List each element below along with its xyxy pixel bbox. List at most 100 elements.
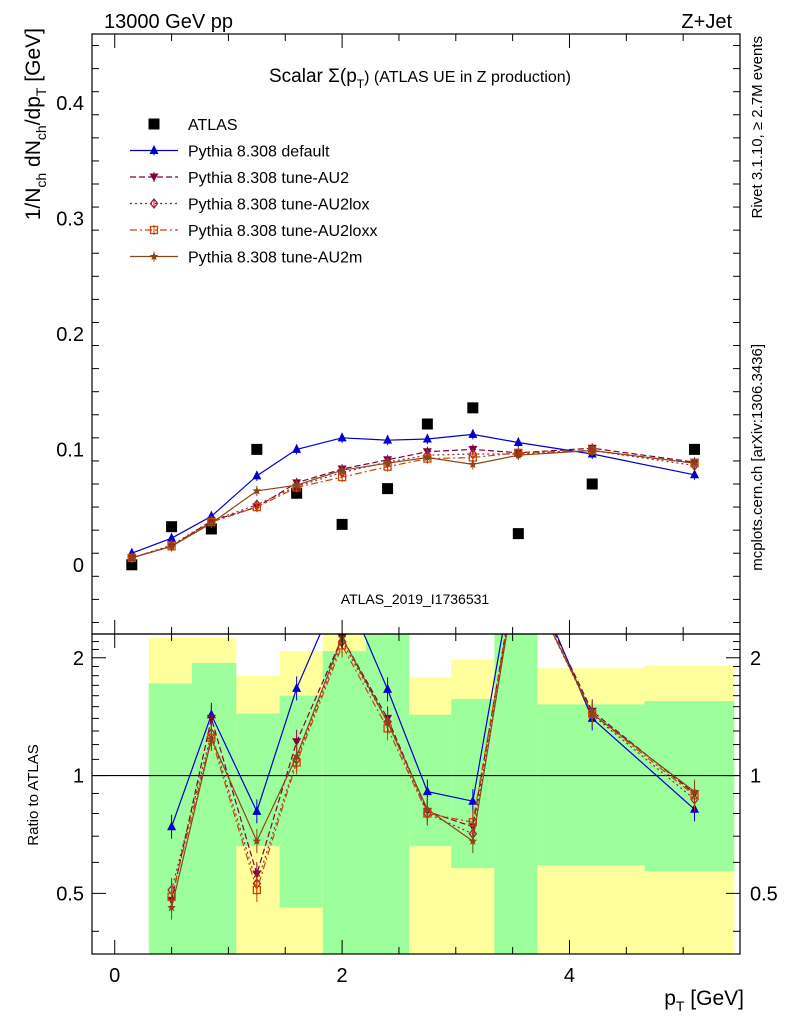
main-y-tick-label: 0.4 xyxy=(56,93,84,115)
point-au2m xyxy=(292,480,301,489)
point-au2m xyxy=(383,458,392,467)
ratio-point-au2m xyxy=(514,558,523,566)
point-data xyxy=(126,559,138,571)
point-data xyxy=(205,523,217,535)
ratio-line-au2lox xyxy=(171,634,695,891)
ratio-point-au2loxx xyxy=(252,885,261,895)
ratio-uncertainty-bands xyxy=(148,634,735,954)
point-au2lox xyxy=(690,459,699,472)
point-au2m xyxy=(337,465,347,474)
legend-label-au2: Pythia 8.308 tune-AU2 xyxy=(188,170,349,187)
analysis-watermark: ATLAS_2019_I1736531 xyxy=(341,591,490,607)
legend-label-default: Pythia 8.308 default xyxy=(188,144,330,161)
point-default xyxy=(468,428,478,438)
band-inner-10 xyxy=(644,701,735,872)
legend-label-au2m: Pythia 8.308 tune-AU2m xyxy=(188,250,362,267)
mcplots-label: mcplots.cern.ch [arXiv:1306.3436] xyxy=(749,344,766,571)
axes: 0 0.1 0.2 0.3 0.4 0 2 4 0.5 0.5 1 1 2 2 xyxy=(56,33,778,987)
point-data xyxy=(166,521,178,533)
point-default xyxy=(383,434,393,444)
point-default xyxy=(422,433,432,443)
ratio-point-default xyxy=(252,805,262,815)
legend-marker-au2m xyxy=(149,252,159,261)
main-y-tick-label: 0.1 xyxy=(56,439,84,461)
point-default xyxy=(513,436,523,446)
legend-marker-data xyxy=(148,118,160,130)
line-au2lox xyxy=(131,449,695,559)
point-au2m xyxy=(167,541,176,550)
point-default xyxy=(690,469,700,479)
point-data xyxy=(689,443,701,455)
ratio-point-au2 xyxy=(292,738,302,747)
point-data xyxy=(467,402,479,414)
point-data xyxy=(586,478,598,490)
line-au2loxx xyxy=(131,449,695,559)
point-data xyxy=(251,443,263,455)
point-default xyxy=(167,532,177,542)
x-tick-label: 4 xyxy=(564,965,575,987)
point-default xyxy=(252,470,262,480)
ratio-point-au2m xyxy=(167,903,176,912)
legend-marker-au2loxx xyxy=(149,225,159,235)
point-au2m xyxy=(423,453,432,462)
band-inner-8 xyxy=(494,634,538,954)
band-inner-9 xyxy=(537,704,645,866)
ratio-frame xyxy=(91,633,741,955)
main-y-axis-label: 1/Nch dNch/dpT [GeV] xyxy=(22,28,49,220)
ratio-point-au2m xyxy=(207,734,216,743)
x-tick-label: 0 xyxy=(109,965,120,987)
plot-title: Scalar Σ(pT) (ATLAS UE in Z production) xyxy=(269,66,571,91)
point-data xyxy=(512,528,524,540)
energy-label: 13000 GeV pp xyxy=(104,11,233,33)
ratio-point-au2m xyxy=(587,709,597,718)
ratio-point-au2 xyxy=(206,714,216,723)
point-au2loxx xyxy=(252,502,261,512)
legend-marker-default xyxy=(149,145,159,154)
band-inner-3 xyxy=(279,695,323,908)
point-au2m xyxy=(468,459,478,468)
ratio-point-au2m xyxy=(252,836,262,845)
point-au2m xyxy=(127,553,137,562)
ratio-y-axis-label: Ratio to ATLAS xyxy=(25,744,42,845)
legend-label-au2loxx: Pythia 8.308 tune-AU2loxx xyxy=(188,223,377,240)
point-data xyxy=(291,487,303,499)
ratio-y-tick-label-right: 1 xyxy=(750,766,761,788)
ratio-point-au2lox xyxy=(515,558,522,567)
ratio-y-tick-label: 0.5 xyxy=(56,883,84,905)
legend-marker-au2 xyxy=(149,173,159,182)
ratio-y-tick-label: 2 xyxy=(73,648,84,670)
main-y-tick-label: 0.2 xyxy=(56,324,84,346)
ratio-point-au2m xyxy=(292,751,301,760)
band-inner-6 xyxy=(409,714,452,847)
ratio-plot-area xyxy=(92,539,740,920)
line-au2 xyxy=(131,447,695,559)
ratio-point-default xyxy=(167,821,177,831)
ratio-point-default xyxy=(338,578,347,587)
legend-label-au2lox: Pythia 8.308 tune-AU2lox xyxy=(188,197,369,214)
process-label: Z+Jet xyxy=(681,11,732,33)
band-inner-4 xyxy=(322,651,366,954)
point-default xyxy=(337,432,347,442)
band-inner-0 xyxy=(148,683,193,954)
band-inner-1 xyxy=(192,662,237,954)
point-au2m xyxy=(690,458,699,467)
ratio-point-au2 xyxy=(514,554,523,562)
line-default xyxy=(131,433,695,554)
ratio-y-tick-label-right: 0.5 xyxy=(750,883,778,905)
ratio-point-default xyxy=(422,786,432,796)
point-au2m xyxy=(207,518,216,527)
point-data xyxy=(382,483,394,495)
point-au2m xyxy=(514,450,523,459)
ratio-point-au2m xyxy=(423,804,432,813)
line-au2m xyxy=(131,449,695,559)
x-axis-label: pT [GeV] xyxy=(664,987,744,1014)
ratio-point-default xyxy=(292,682,302,692)
ratio-point-au2m xyxy=(468,836,478,845)
ratio-point-default xyxy=(514,539,523,548)
point-data xyxy=(336,518,348,530)
legend: ATLAS Pythia 8.308 default Pythia 8.308 tu… xyxy=(130,117,377,267)
point-data xyxy=(421,418,433,430)
ratio-y-tick-label: 1 xyxy=(73,766,84,788)
legend-marker-au2lox xyxy=(149,197,159,210)
